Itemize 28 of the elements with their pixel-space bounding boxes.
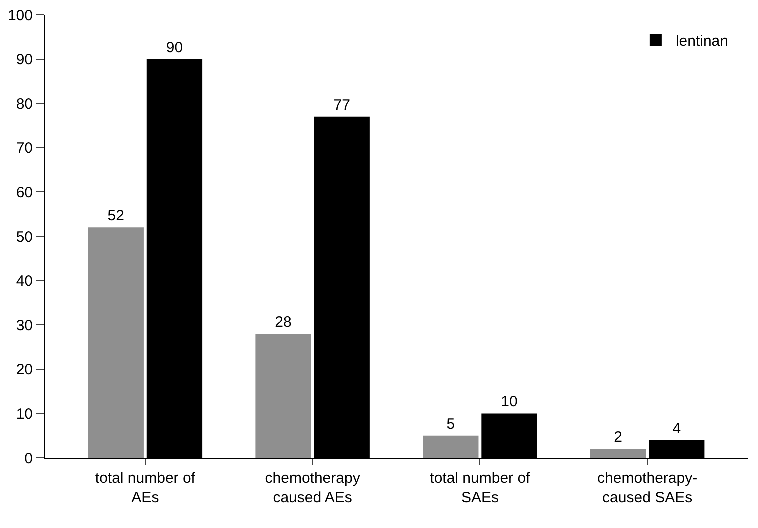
y-tick-label: 80 [16, 96, 33, 113]
bar [256, 334, 312, 458]
bar [88, 228, 144, 458]
data-label: 10 [501, 394, 518, 411]
x-tick-label: total number of SAEs [430, 470, 532, 506]
y-tick-label: 30 [16, 317, 33, 334]
legend-label: lentinan [676, 32, 728, 50]
data-label: 77 [334, 96, 350, 114]
y-tick-label: 20 [16, 362, 33, 379]
data-label: 52 [108, 208, 124, 225]
y-tick-label: 10 [16, 406, 33, 423]
y-tick-label: 0 [24, 450, 33, 468]
data-label: 90 [166, 39, 184, 56]
x-tick-label: chemotherapy- caused SAEs [598, 470, 698, 506]
x-tick-label: total number of AEs [95, 470, 196, 506]
bar [590, 449, 646, 458]
data-label: 5 [446, 416, 456, 433]
y-tick-label: 40 [16, 273, 33, 290]
x-tick-label: chemotherapy caused AEs [265, 470, 361, 506]
y-tick-label: 100 [8, 7, 33, 24]
y-tick-label: 50 [16, 228, 33, 246]
y-tick-label: 90 [16, 52, 33, 69]
y-tick-label: 70 [16, 140, 33, 158]
y-tick-label: 60 [16, 184, 33, 202]
data-label: 4 [672, 420, 682, 438]
data-label: 2 [614, 429, 622, 446]
bar [423, 436, 479, 458]
data-label: 28 [275, 314, 292, 331]
